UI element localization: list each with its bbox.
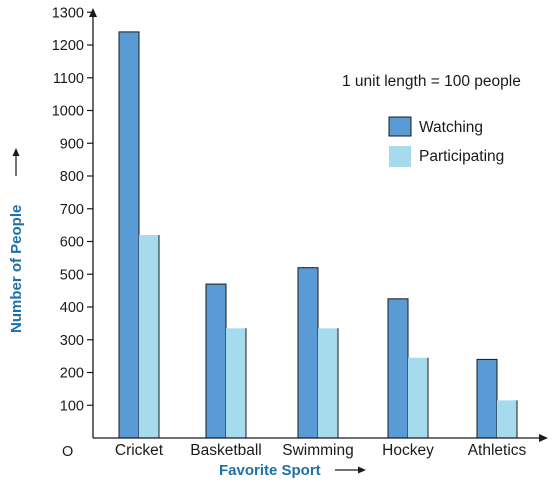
bar-watching-swimming [297, 267, 319, 439]
y-tick-label: 500 [60, 267, 84, 283]
x-category-label: Basketball [190, 442, 262, 459]
y-axis-title-arrowhead [12, 148, 20, 156]
x-category-label: Cricket [115, 442, 164, 459]
y-tick-label: 900 [60, 136, 84, 152]
y-axis-arrowhead [89, 8, 97, 17]
y-tick-label: 700 [60, 202, 84, 218]
bar-participating-basketball [226, 328, 246, 438]
x-axis-title-arrowhead [358, 466, 366, 474]
bar-participating-cricket [139, 234, 159, 438]
legend-label-participating: Participating [419, 148, 504, 165]
y-tick-label: 1300 [52, 5, 84, 21]
scale-note: 1 unit length = 100 people [342, 73, 521, 90]
bars [118, 31, 518, 439]
bar-participating-swimming [318, 328, 338, 438]
bar-participating-hockey [408, 357, 428, 438]
y-tick-label: 1200 [52, 38, 84, 54]
legend-label-watching: Watching [419, 119, 483, 136]
y-tick-label: 400 [60, 300, 84, 316]
y-tick-label: 1100 [53, 71, 84, 87]
bar-watching-hockey [387, 298, 409, 439]
bar-watching-basketball [205, 283, 227, 439]
y-tick-label: 200 [60, 366, 84, 382]
x-category-label: Athletics [468, 442, 527, 459]
origin-label: O [62, 444, 73, 460]
y-tick-label: 800 [60, 169, 84, 185]
y-axis-ticks: 100 200 300 400 500 600 700 800 900 1000 1100 1200 1… [52, 5, 93, 414]
y-axis-title-text: Number of People [8, 205, 25, 333]
x-category-label: Swimming [282, 442, 353, 459]
bar-watching-cricket [118, 31, 140, 439]
bar-participating-athletics [497, 400, 517, 438]
y-axis-title: Number of People [8, 148, 25, 333]
y-tick-label: 300 [60, 333, 84, 349]
x-axis-categories: Cricket Basketball Swimming Hockey Athletics [115, 442, 527, 459]
legend: Watching Participating [388, 116, 504, 167]
x-category-label: Hockey [382, 442, 434, 459]
y-tick-label: 1000 [52, 104, 84, 120]
x-axis-arrowhead [539, 434, 548, 442]
x-axis-title: Favorite Sport [219, 462, 366, 479]
legend-swatch-participating [389, 146, 411, 167]
bar-watching-athletics [476, 358, 498, 439]
y-tick-label: 100 [60, 398, 84, 414]
axes [89, 8, 548, 442]
y-tick-label: 600 [60, 235, 84, 251]
x-axis-title-text: Favorite Sport [219, 462, 321, 479]
legend-swatch-watching [388, 116, 412, 137]
